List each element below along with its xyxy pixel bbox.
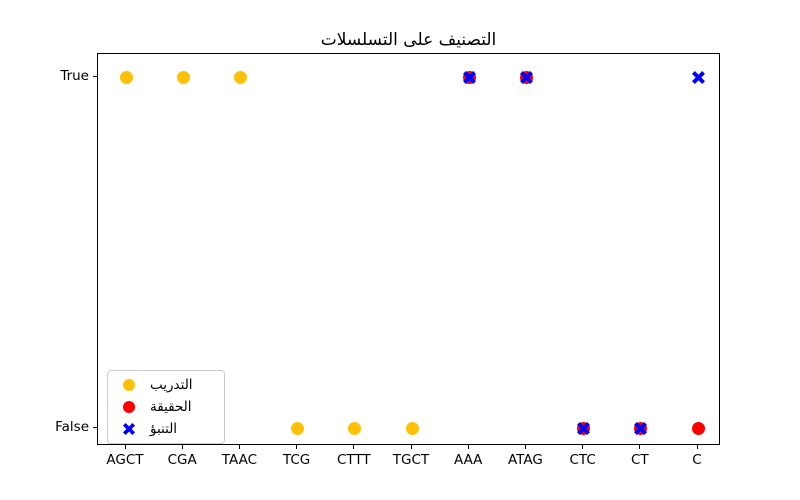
legend-item-training: التدريب: [108, 374, 224, 396]
legend-prediction-x-icon: [122, 422, 136, 436]
x-tick-mark: [639, 445, 641, 449]
x-tick-mark: [524, 445, 526, 449]
x-marker-icon: [577, 421, 591, 435]
point-training-agct: [119, 70, 133, 84]
point-training-cga: [176, 70, 190, 84]
plot-area: التدريب الحقيقة التنبؤ: [97, 53, 720, 445]
x-tick-label: AAA: [453, 452, 483, 468]
y-tick-mark: [93, 426, 97, 428]
x-tick-mark: [467, 445, 469, 449]
y-tick-label: False: [55, 419, 89, 435]
x-tick-mark: [410, 445, 412, 449]
x-tick-mark: [353, 445, 355, 449]
point-training-taac: [233, 70, 247, 84]
legend-training-circle-icon: [123, 379, 135, 391]
point-prediction-c: [691, 70, 706, 85]
legend-label-training: التدريب: [150, 377, 193, 393]
x-tick-label: TAAC: [221, 452, 257, 468]
x-tick-label: CTC: [569, 452, 596, 468]
point-prediction-aaa: [462, 70, 477, 85]
x-tick-mark: [296, 445, 298, 449]
x-tick-label: CTTT: [336, 452, 371, 468]
x-tick-mark: [582, 445, 584, 449]
x-tick-mark: [238, 445, 240, 449]
legend-truth-circle-icon: [123, 401, 135, 413]
x-marker-icon: [462, 70, 476, 84]
legend-label-prediction: التنبؤ: [150, 421, 178, 437]
x-tick-label: TCG: [282, 452, 311, 468]
legend-marker-cell: [108, 401, 150, 413]
x-tick-mark: [181, 445, 183, 449]
x-marker-icon: [691, 70, 705, 84]
x-tick-label: ATAG: [507, 452, 543, 468]
x-marker-icon: [634, 421, 648, 435]
legend-label-truth: الحقيقة: [150, 399, 192, 415]
x-tick-mark: [696, 445, 698, 449]
y-tick-label: True: [60, 68, 89, 84]
legend-marker-cell: [108, 379, 150, 391]
x-tick-label: AGCT: [106, 452, 144, 468]
y-tick-mark: [93, 75, 97, 77]
point-training-cttt: [348, 421, 362, 435]
point-training-tgct: [405, 421, 419, 435]
point-prediction-ct: [633, 421, 648, 436]
legend-marker-cell: [108, 422, 150, 436]
x-marker-icon: [519, 70, 533, 84]
x-tick-label: C: [692, 452, 702, 468]
chart-title: التصنيف على التسلسلات: [320, 30, 497, 50]
x-tick-label: CGA: [167, 452, 197, 468]
legend-item-truth: الحقيقة: [108, 396, 224, 418]
x-tick-mark: [124, 445, 126, 449]
point-truth-c: [691, 421, 705, 435]
point-training-tcg: [291, 421, 305, 435]
point-prediction-ctc: [576, 421, 591, 436]
legend: التدريب الحقيقة التنبؤ: [107, 370, 225, 444]
x-tick-label: TGCT: [392, 452, 430, 468]
point-prediction-atag: [519, 70, 534, 85]
x-tick-label: CT: [630, 452, 649, 468]
legend-item-prediction: التنبؤ: [108, 418, 224, 440]
